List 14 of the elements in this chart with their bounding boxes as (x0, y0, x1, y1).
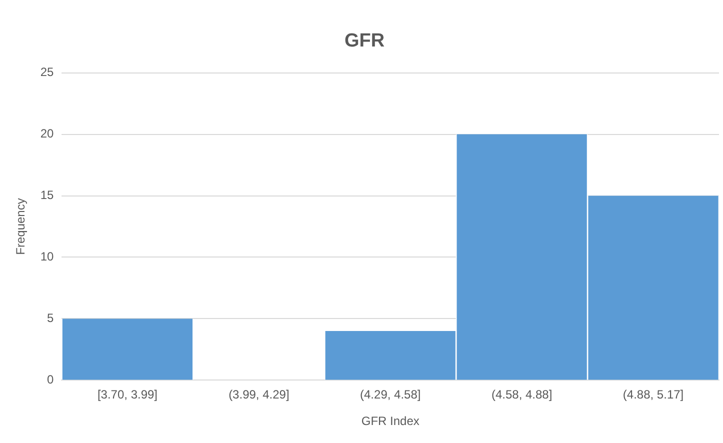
y-axis-title: Frequency (14, 198, 28, 255)
y-tick-label: 0 (47, 372, 54, 387)
y-tick-label: 5 (47, 311, 54, 326)
y-tick-label: 20 (40, 126, 54, 141)
y-tick-label: 10 (40, 250, 54, 264)
x-tick-label: (4.58, 4.88] (491, 388, 552, 402)
y-tick-label: 15 (40, 188, 54, 202)
x-tick-label: (4.29, 4.58] (360, 388, 421, 402)
x-tick-label: (4.88, 5.17] (622, 388, 684, 402)
y-tick-label: 25 (40, 65, 54, 80)
chart-title: GFR (344, 30, 385, 52)
x-tick-label: (3.99, 4.29] (228, 388, 290, 402)
x-axis-title: GFR Index (361, 414, 420, 428)
x-tick-label: [3.70, 3.99] (97, 388, 158, 402)
